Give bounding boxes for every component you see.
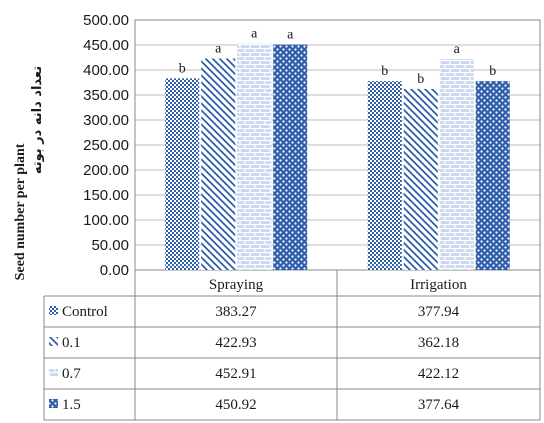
table-cell-value: 452.91 [215, 366, 256, 382]
legend-swatch [49, 399, 58, 408]
table-cell-value: 377.64 [418, 397, 460, 413]
significance-letter: a [454, 42, 461, 57]
y-axis-label: Seed number per plant تعداد دانه در بوته [13, 66, 45, 281]
table-cell-value: 422.93 [215, 335, 256, 351]
y-tick-label: 400.00 [83, 62, 129, 79]
y-tick-label: 200.00 [83, 162, 129, 179]
significance-letter: b [179, 61, 186, 76]
significance-letter: a [215, 42, 222, 57]
table-header-irrigation: Irrigation [410, 277, 467, 293]
bar-0_7-spraying [237, 43, 272, 270]
significance-letter: b [417, 72, 424, 87]
y-tick-label: 50.00 [91, 237, 129, 254]
significance-letter: b [381, 64, 388, 79]
table-cell-value: 377.94 [418, 304, 460, 320]
bar-0_1-irrigation [403, 88, 438, 270]
legend-swatch [49, 306, 58, 315]
table-cell-value: 362.18 [418, 335, 459, 351]
y-tick-label: 150.00 [83, 187, 129, 204]
significance-letters: b b a b a a a b [179, 27, 497, 87]
significance-letter: a [251, 27, 258, 42]
y-axis-title: Seed number per plant [13, 143, 28, 280]
y-tick-labels: 0.00 50.00 100.00 150.00 200.00 250.00 300.00 3… [83, 12, 129, 279]
bar-1_5-spraying [273, 44, 308, 270]
data-table: Spraying Irrigation Control 383.27 377.94 0.1… [43, 270, 541, 421]
legend-entry: Control [62, 304, 108, 320]
y-tick-label: 100.00 [83, 212, 129, 229]
bar-Control-irrigation [367, 81, 402, 270]
table-cell-value: 422.12 [418, 366, 459, 382]
bars [165, 43, 510, 271]
y-tick-label: 0.00 [100, 262, 129, 279]
bar-0_1-spraying [201, 58, 236, 270]
y-tick-label: 300.00 [83, 112, 129, 129]
legend-entry: 0.7 [62, 366, 81, 382]
significance-letter: a [287, 28, 294, 43]
y-tick-label: 500.00 [83, 12, 129, 29]
significance-letter: b [489, 64, 496, 79]
bar-1_5-irrigation [475, 81, 510, 271]
legend-swatch [49, 337, 58, 346]
table-cell-value: 450.92 [215, 397, 256, 413]
y-tick-label: 350.00 [83, 87, 129, 104]
legend-swatch [49, 368, 58, 377]
y-tick-label: 250.00 [83, 137, 129, 154]
y-tick-label: 450.00 [83, 37, 129, 54]
bar-0_7-irrigation [439, 58, 474, 270]
legend-entry: 1.5 [62, 397, 81, 413]
bar-Control-spraying [165, 78, 200, 271]
legend-entry: 0.1 [62, 335, 81, 351]
table-cell-value: 383.27 [215, 304, 257, 320]
y-axis-title-persian: تعداد دانه در بوته [30, 66, 45, 174]
table-header-spraying: Spraying [209, 277, 264, 293]
